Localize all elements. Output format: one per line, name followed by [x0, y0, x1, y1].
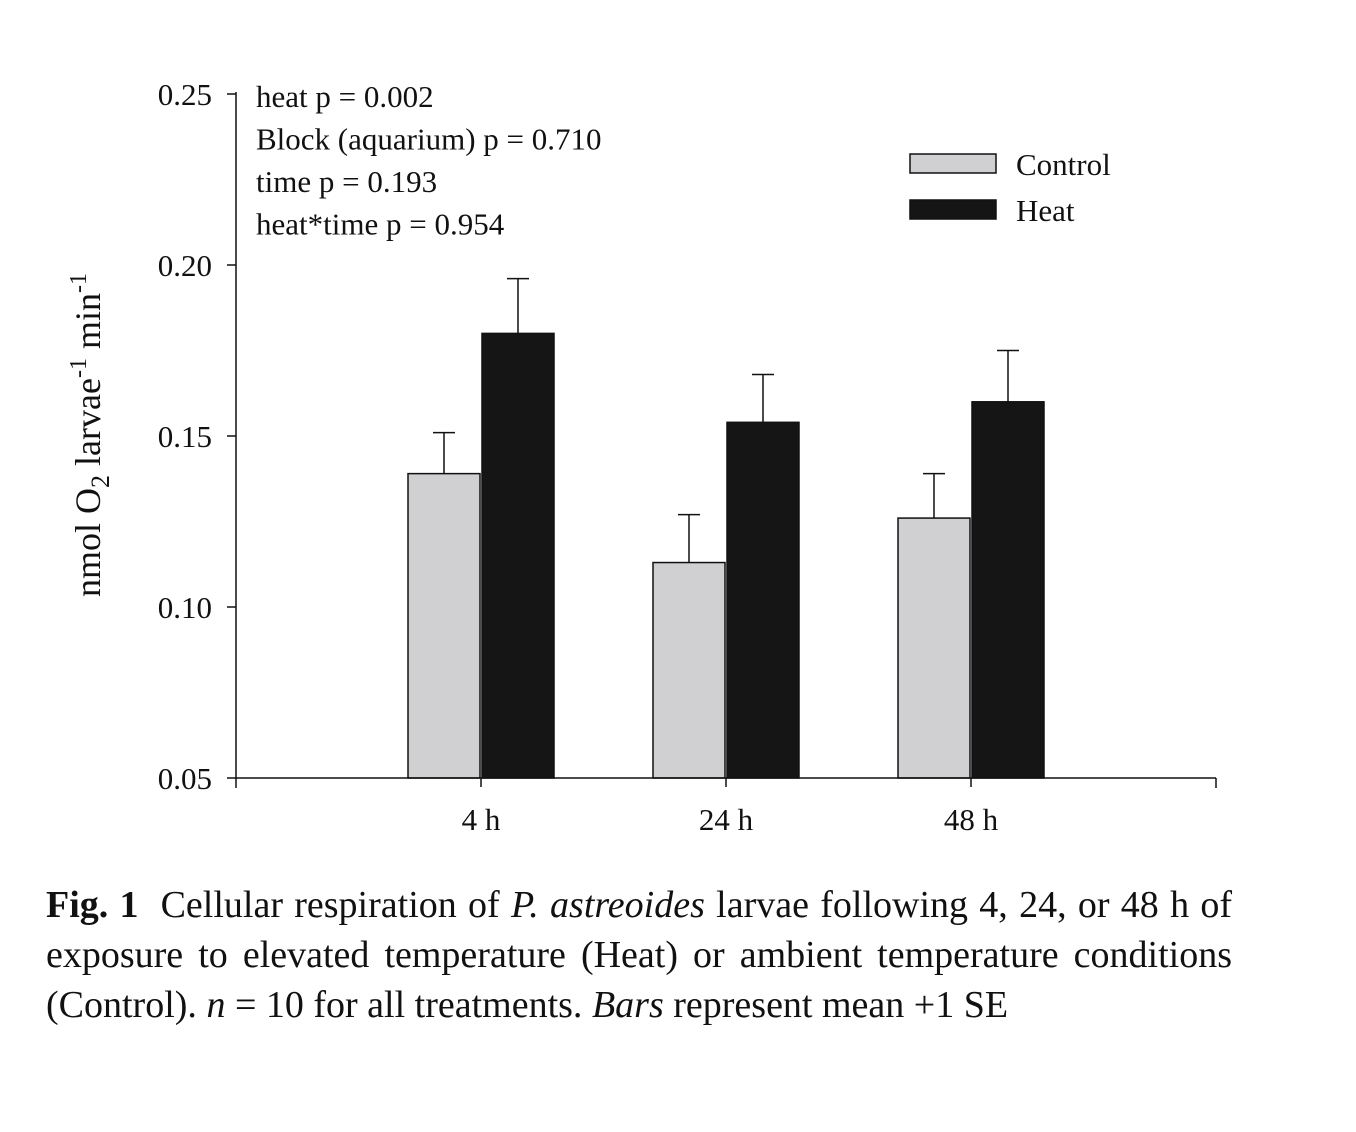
- y-tick-label-3: 0.20: [158, 248, 212, 283]
- y-axis-label: nmol O2 larvae-1 min-1: [66, 273, 115, 597]
- x-tick-label-2: 48 h: [944, 802, 999, 837]
- caption-text-1: Cellular respiration of: [160, 884, 511, 926]
- stats-annotation-3: heat*time p = 0.954: [256, 207, 505, 242]
- y-label-main: nmol O: [68, 488, 108, 597]
- legend-label-heat: Heat: [1016, 193, 1075, 228]
- legend: Control Heat: [909, 147, 1111, 228]
- x-tick-label-1: 24 h: [699, 802, 754, 837]
- bar-chart: 4 h 24 h 48 h 0.05 0.10 0.15 0.20 0.25 heat p =…: [66, 77, 1217, 837]
- axes-layer: 4 h 24 h 48 h 0.05 0.10 0.15 0.20 0.25: [158, 77, 1217, 837]
- caption-label: Fig. 1: [46, 884, 139, 926]
- stats-annotation-2: time p = 0.193: [256, 164, 437, 199]
- legend-swatch-control: [909, 153, 997, 174]
- y-label-superscript-1: -1: [66, 358, 92, 378]
- annotations-layer: heat p = 0.002 Block (aquarium) p = 0.710…: [256, 79, 602, 242]
- caption-bars-word: Bars: [591, 984, 664, 1026]
- caption-n-variable: n: [206, 984, 226, 1026]
- legend-swatch-heat: [909, 199, 997, 220]
- bars-layer: [407, 277, 1045, 779]
- y-label-mid: larvae: [68, 378, 108, 475]
- caption-text-3: = 10 for all treatments.: [225, 984, 592, 1026]
- y-tick-label-2: 0.15: [158, 419, 212, 454]
- figure-caption: Fig. 1 Cellular respiration of P. astreoi…: [46, 880, 1232, 1030]
- y-label-subscript: 2: [86, 475, 115, 488]
- bar-control-0: [407, 472, 481, 779]
- stats-annotation-0: heat p = 0.002: [256, 79, 434, 114]
- x-tick-label-0: 4 h: [462, 802, 501, 837]
- y-tick-label-1: 0.10: [158, 590, 212, 625]
- y-label-superscript-2: -1: [66, 273, 92, 293]
- caption-text-2: larvae following 4, 24, or 48 h of expos…: [46, 884, 1233, 1026]
- stats-annotation-1: Block (aquarium) p = 0.710: [256, 122, 602, 157]
- y-tick-label-4: 0.25: [158, 77, 212, 112]
- legend-label-control: Control: [1016, 147, 1111, 182]
- bar-control-2: [897, 517, 971, 779]
- bar-control-1: [652, 561, 726, 779]
- bar-heat-1: [726, 421, 800, 779]
- bar-heat-0: [481, 332, 555, 779]
- bar-heat-2: [971, 401, 1045, 779]
- y-tick-label-0: 0.05: [158, 761, 212, 796]
- y-label-end: min: [68, 293, 108, 358]
- caption-text-4: represent mean +1 SE: [663, 984, 1009, 1026]
- caption-species: P. astreoides: [510, 884, 705, 926]
